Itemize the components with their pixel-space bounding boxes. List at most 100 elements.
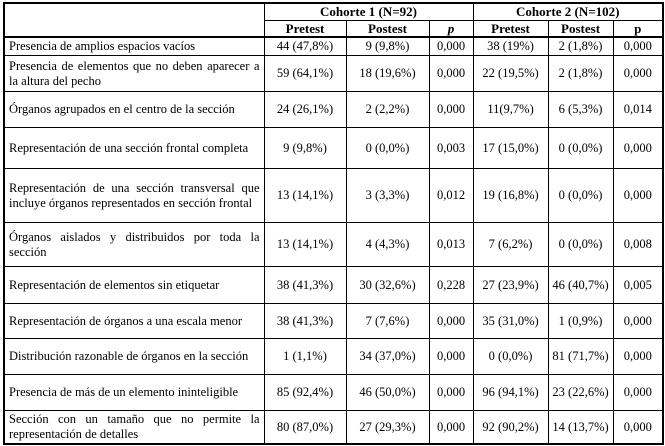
- c2-postest-value: 2 (1,8%): [547, 36, 614, 56]
- column-header-row: Pretest Postest p Pretest Postest p: [4, 19, 664, 38]
- c2-p-value: 0,000: [612, 303, 664, 339]
- table-row: Representación de órganos a una escala m…: [3, 303, 664, 339]
- c1-p-value: 0,012: [428, 168, 474, 223]
- table-row: Presencia de amplios espacios vacíos 44 (…: [3, 36, 664, 56]
- row-label: Presencia de elementos que no deben apar…: [3, 55, 265, 92]
- row-label: Representación de elementos sin etiqueta…: [3, 266, 265, 304]
- c1-postest-value: 0 (0,0%): [345, 127, 430, 169]
- c1-pretest-value: 38 (41,3%): [263, 266, 347, 304]
- c2-postest-value: 23 (22,6%): [547, 374, 614, 411]
- col-header-c1-pretest: Pretest: [263, 19, 347, 38]
- c1-p-value: 0,000: [428, 36, 474, 56]
- c1-pretest-value: 24 (26,1%): [263, 91, 347, 128]
- c1-pretest-value: 38 (41,3%): [263, 303, 347, 339]
- c2-postest-value: 0 (0,0%): [547, 222, 614, 267]
- c1-p-value: 0,000: [428, 303, 474, 339]
- c2-p-value: 0,000: [612, 410, 664, 445]
- c2-pretest-value: 0 (0,0%): [472, 338, 549, 375]
- row-label: Presencia de amplios espacios vacíos: [3, 36, 265, 56]
- c1-p-value: 0,000: [428, 374, 474, 411]
- c2-pretest-value: 7 (6,2%): [472, 222, 549, 267]
- c1-p-value: 0,003: [428, 127, 474, 169]
- c2-p-value: 0,014: [612, 91, 664, 128]
- col-header-c2-postest: Postest: [547, 19, 614, 38]
- c2-p-value: 0,008: [612, 222, 664, 267]
- table-header: Cohorte 1 (N=92) Cohorte 2 (N=102) Prete…: [3, 2, 664, 38]
- table-row: Órganos aislados y distribuidos por toda…: [3, 222, 664, 267]
- c2-pretest-value: 27 (23,9%): [472, 266, 549, 304]
- c1-pretest-value: 59 (64,1%): [263, 55, 347, 92]
- table-row: Presencia de elementos que no deben apar…: [3, 55, 664, 92]
- c1-postest-value: 2 (2,2%): [345, 91, 430, 128]
- c1-pretest-value: 85 (92,4%): [263, 374, 347, 411]
- row-label: Representación de una sección frontal co…: [3, 127, 265, 169]
- table-row: Representación de elementos sin etiqueta…: [3, 266, 664, 304]
- c2-postest-value: 14 (13,7%): [547, 410, 614, 445]
- c2-pretest-value: 92 (90,2%): [472, 410, 549, 445]
- c2-pretest-value: 17 (15,0%): [472, 127, 549, 169]
- row-label: Órganos agrupados en el centro de la sec…: [3, 91, 265, 128]
- col-header-c1-p: p: [428, 19, 474, 38]
- c2-pretest-value: 38 (19%): [472, 36, 549, 56]
- c1-postest-value: 3 (3,3%): [345, 168, 430, 223]
- c2-postest-value: 1 (0,9%): [547, 303, 614, 339]
- table-row: Órganos agrupados en el centro de la sec…: [3, 91, 664, 128]
- c1-postest-value: 46 (50,0%): [345, 374, 430, 411]
- c1-postest-value: 27 (29,3%): [345, 410, 430, 445]
- c1-postest-value: 4 (4,3%): [345, 222, 430, 267]
- c2-p-value: 0,000: [612, 374, 664, 411]
- c1-pretest-value: 9 (9,8%): [263, 127, 347, 169]
- c2-p-value: 0,000: [612, 338, 664, 375]
- c1-p-value: 0,000: [428, 410, 474, 445]
- col-header-c2-pretest: Pretest: [472, 19, 549, 38]
- c2-postest-value: 81 (71,7%): [547, 338, 614, 375]
- col-header-c2-p: p: [612, 19, 664, 38]
- table-body: Presencia de amplios espacios vacíos 44 (…: [3, 36, 664, 445]
- cohort2-group-header: Cohorte 2 (N=102): [472, 2, 664, 21]
- c2-pretest-value: 19 (16,8%): [472, 168, 549, 223]
- c1-pretest-value: 80 (87,0%): [263, 410, 347, 445]
- table-row: Distribución razonable de órganos en la …: [3, 338, 664, 375]
- table-row: Representación de una sección transversa…: [3, 168, 664, 223]
- c1-pretest-value: 13 (14,1%): [263, 222, 347, 267]
- c2-postest-value: 2 (1,8%): [547, 55, 614, 92]
- c1-postest-value: 7 (7,6%): [345, 303, 430, 339]
- c1-pretest-value: 44 (47,8%): [263, 36, 347, 56]
- results-table: Cohorte 1 (N=92) Cohorte 2 (N=102) Prete…: [3, 2, 665, 445]
- c1-p-value: 0,228: [428, 266, 474, 304]
- c1-p-value: 0,000: [428, 338, 474, 375]
- row-label: Presencia de más de un elemento ininteli…: [3, 374, 265, 411]
- table-row: Presencia de más de un elemento ininteli…: [3, 374, 664, 411]
- row-label: Representación de una sección transversa…: [3, 168, 265, 223]
- c2-postest-value: 46 (40,7%): [547, 266, 614, 304]
- table-row: Sección con un tamaño que no permite la …: [3, 410, 664, 445]
- c2-pretest-value: 11(9,7%): [472, 91, 549, 128]
- c1-p-value: 0,013: [428, 222, 474, 267]
- c1-postest-value: 30 (32,6%): [345, 266, 430, 304]
- c1-postest-value: 9 (9,8%): [345, 36, 430, 56]
- c1-p-value: 0,000: [428, 91, 474, 128]
- c2-postest-value: 0 (0,0%): [547, 127, 614, 169]
- cohort1-group-header: Cohorte 1 (N=92): [263, 2, 474, 21]
- group-header-row: Cohorte 1 (N=92) Cohorte 2 (N=102): [3, 2, 664, 38]
- c2-pretest-value: 96 (94,1%): [472, 374, 549, 411]
- table-row: Representación de una sección frontal co…: [3, 127, 664, 169]
- c1-pretest-value: 1 (1,1%): [263, 338, 347, 375]
- c2-p-value: 0,000: [612, 36, 664, 56]
- row-label: Órganos aislados y distribuidos por toda…: [3, 222, 265, 267]
- c1-pretest-value: 13 (14,1%): [263, 168, 347, 223]
- c2-p-value: 0,000: [612, 168, 664, 223]
- c2-postest-value: 0 (0,0%): [547, 168, 614, 223]
- c2-p-value: 0,005: [612, 266, 664, 304]
- c1-postest-value: 18 (19,6%): [345, 55, 430, 92]
- corner-cell: [3, 2, 265, 38]
- row-label: Sección con un tamaño que no permite la …: [3, 410, 265, 445]
- row-label: Representación de órganos a una escala m…: [3, 303, 265, 339]
- c1-p-value: 0,000: [428, 55, 474, 92]
- c2-pretest-value: 35 (31,0%): [472, 303, 549, 339]
- col-header-c1-postest: Postest: [345, 19, 430, 38]
- c2-postest-value: 6 (5,3%): [547, 91, 614, 128]
- c2-pretest-value: 22 (19,5%): [472, 55, 549, 92]
- c1-postest-value: 34 (37,0%): [345, 338, 430, 375]
